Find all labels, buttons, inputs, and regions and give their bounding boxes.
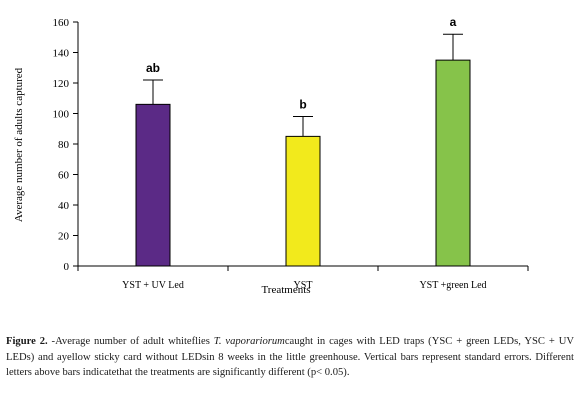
y-tick-label: 40: [58, 200, 70, 212]
error-bars: [143, 33, 463, 137]
caption-label: Figure 2.: [6, 336, 48, 347]
significance-letter: ab: [146, 61, 160, 75]
significance-letters: ab b a: [146, 15, 457, 111]
category-label: YST +green Led: [419, 280, 486, 291]
y-tick-label: 20: [58, 231, 70, 243]
significance-letter: a: [450, 15, 457, 29]
y-tick-label: 140: [53, 48, 70, 60]
category-label: YST + UV Led: [122, 280, 184, 291]
bar-chart: 0 20 40 60 80 100 120 140 160 YST + UV Led YST YST…: [13, 15, 529, 296]
y-tick-label: 80: [58, 139, 70, 151]
bars: [135, 59, 471, 267]
y-axis-title: Average number of adults captured: [13, 67, 25, 222]
y-axis: 0 20 40 60 80 100 120 140 160: [53, 17, 79, 273]
x-axis-title: Treatments: [261, 284, 310, 296]
caption-text-1: -Average number of adult whiteflies: [47, 336, 214, 347]
bar: [135, 103, 171, 267]
figure-caption: Figure 2. -Average number of adult white…: [6, 334, 574, 381]
bar: [435, 59, 471, 267]
caption-text-2: caught in cages with LED traps (YSC + gr…: [6, 336, 574, 378]
y-tick-label: 60: [58, 170, 70, 182]
category-label: YST: [294, 280, 313, 291]
y-tick-label: 0: [64, 261, 70, 273]
y-tick-label: 160: [53, 17, 70, 29]
y-tick-label: 100: [53, 109, 70, 121]
significance-letter: b: [299, 98, 306, 112]
bar: [285, 135, 321, 267]
caption-species: T. vaporariorum: [213, 336, 285, 347]
y-tick-label: 120: [53, 78, 70, 90]
